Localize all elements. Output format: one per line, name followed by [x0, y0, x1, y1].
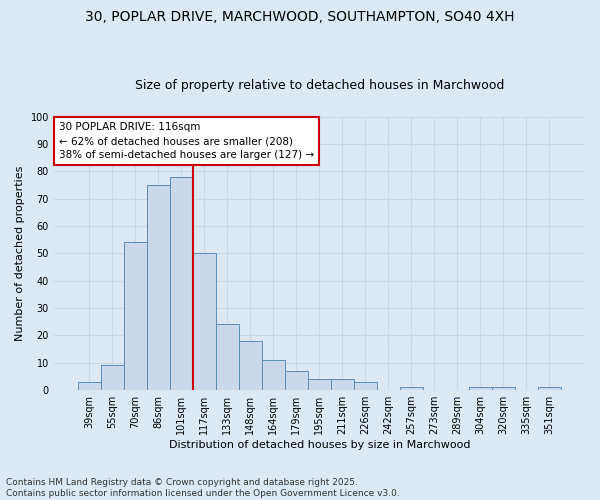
Bar [239, 341, 262, 390]
Bar [170, 177, 193, 390]
Text: 30 POPLAR DRIVE: 116sqm
← 62% of detached houses are smaller (208)
38% of semi-d: 30 POPLAR DRIVE: 116sqm ← 62% of detache… [59, 122, 314, 160]
Bar [193, 254, 216, 390]
Title: Size of property relative to detached houses in Marchwood: Size of property relative to detached ho… [135, 79, 504, 92]
Bar [538, 388, 561, 390]
Bar [469, 388, 492, 390]
Bar [400, 388, 423, 390]
Bar [492, 388, 515, 390]
Y-axis label: Number of detached properties: Number of detached properties [15, 166, 25, 341]
Bar [147, 185, 170, 390]
Bar [78, 382, 101, 390]
X-axis label: Distribution of detached houses by size in Marchwood: Distribution of detached houses by size … [169, 440, 470, 450]
Bar [101, 366, 124, 390]
Text: Contains HM Land Registry data © Crown copyright and database right 2025.
Contai: Contains HM Land Registry data © Crown c… [6, 478, 400, 498]
Bar [331, 379, 354, 390]
Bar [124, 242, 147, 390]
Bar [216, 324, 239, 390]
Bar [285, 371, 308, 390]
Text: 30, POPLAR DRIVE, MARCHWOOD, SOUTHAMPTON, SO40 4XH: 30, POPLAR DRIVE, MARCHWOOD, SOUTHAMPTON… [85, 10, 515, 24]
Bar [308, 379, 331, 390]
Bar [262, 360, 285, 390]
Bar [354, 382, 377, 390]
